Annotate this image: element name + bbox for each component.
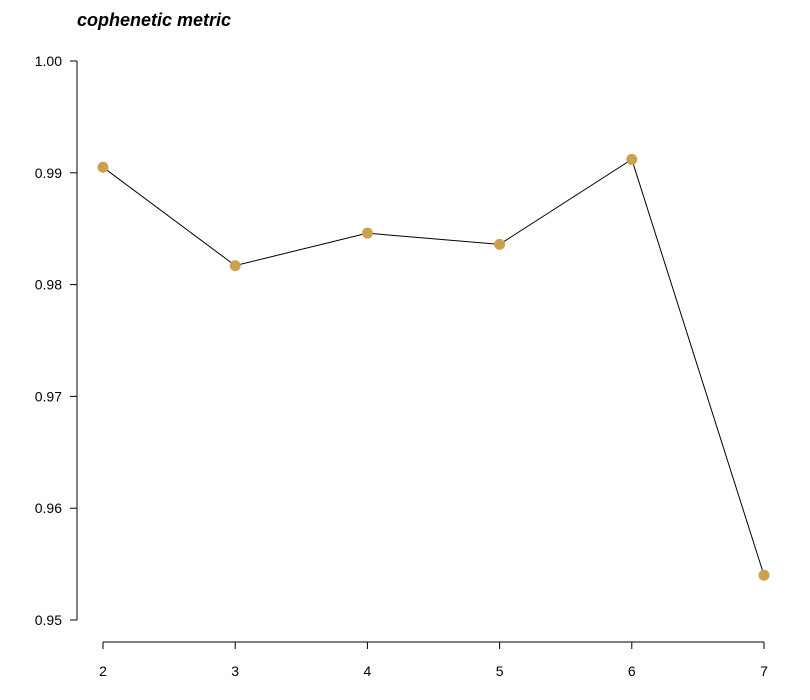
y-tick-label: 0.98 [35, 277, 62, 293]
y-tick-label: 1.00 [35, 53, 62, 69]
data-point [758, 569, 770, 581]
data-point [626, 153, 638, 165]
data-point [97, 161, 109, 173]
x-tick-label: 3 [231, 663, 239, 679]
y-tick-label: 0.99 [35, 165, 62, 181]
x-tick-label: 4 [364, 663, 372, 679]
data-point [494, 238, 506, 250]
y-tick-label: 0.97 [35, 388, 62, 404]
series-line [102, 158, 765, 576]
x-tick-label: 2 [99, 663, 107, 679]
y-tick-label: 0.95 [35, 612, 62, 628]
x-axis: 2 3 4 5 6 7 [99, 641, 768, 679]
y-tick-label: 0.96 [35, 500, 62, 516]
x-tick-label: 6 [628, 663, 636, 679]
x-tick-label: 7 [760, 663, 768, 679]
chart-title: cophenetic metric [77, 10, 231, 30]
data-point [361, 227, 373, 239]
x-tick-label: 5 [496, 663, 504, 679]
data-point [229, 260, 241, 272]
y-axis: 0.95 0.96 0.97 0.98 0.99 1.00 [35, 53, 78, 628]
series [97, 153, 770, 581]
